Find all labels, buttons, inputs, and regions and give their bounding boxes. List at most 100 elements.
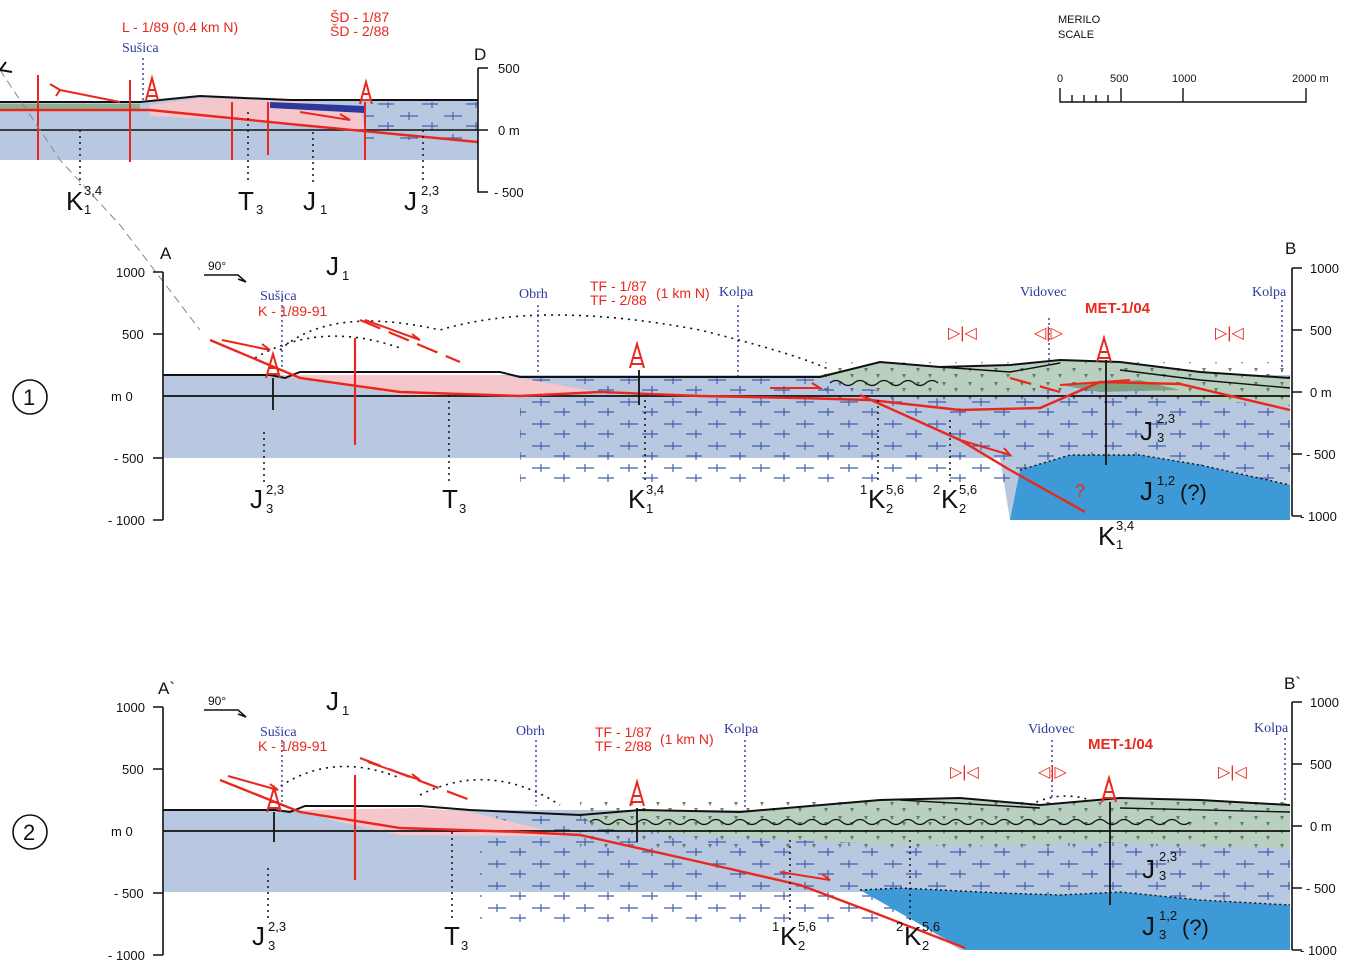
unit-label-k2-56-first: 1 K 5,6 2 bbox=[772, 919, 816, 953]
svg-text:2: 2 bbox=[886, 501, 893, 516]
s1-deep-unit bbox=[1010, 455, 1290, 520]
unit-label-k1-34-right: K 3,4 1 bbox=[1098, 518, 1134, 552]
s1-right-axis-1000: 1000 bbox=[1310, 261, 1339, 276]
s1-well-tf2: TF - 2/88 bbox=[590, 292, 647, 308]
top-well-sd2: ŠD - 2/88 bbox=[330, 23, 389, 39]
svg-text:3: 3 bbox=[461, 938, 468, 953]
svg-text:5,6: 5,6 bbox=[959, 482, 977, 497]
svg-text:3: 3 bbox=[256, 202, 263, 217]
s1-place-kolpa: Kolpa bbox=[719, 285, 754, 300]
s2-right-axis-neg1000: - 1000 bbox=[1300, 943, 1337, 958]
section-2: ▷|◁ ◁|▷ ▷|◁ 2 A` B` 90° Sušica K - 1/89-… bbox=[12, 674, 1339, 963]
svg-text:J: J bbox=[1140, 416, 1153, 446]
unit-label-k1-34: K 3,4 1 bbox=[628, 482, 664, 516]
svg-text:K: K bbox=[66, 186, 84, 216]
svg-text:K: K bbox=[904, 921, 922, 951]
unit-label-j3-23-right: J 2,3 3 bbox=[1140, 411, 1175, 446]
s2-well-tf-distance: (1 km N) bbox=[660, 731, 714, 747]
s2-place-kolpa: Kolpa bbox=[724, 722, 759, 737]
svg-text:J: J bbox=[326, 686, 339, 716]
s2-pink-unit bbox=[300, 808, 570, 836]
scale-tick-500: 500 bbox=[1110, 73, 1128, 85]
top-section-dashed-link bbox=[0, 69, 201, 331]
unit-label-k2-56-second: 2 K 5,6 2 bbox=[896, 919, 940, 953]
top-well-sd1: ŠD - 1/87 bbox=[330, 9, 389, 25]
svg-text:T: T bbox=[238, 186, 254, 216]
svg-text:5,6: 5,6 bbox=[798, 919, 816, 934]
svg-text:3: 3 bbox=[266, 501, 273, 516]
anticline-symbol-icon: ◁|▷ bbox=[1034, 325, 1063, 342]
svg-text:3: 3 bbox=[1157, 430, 1164, 445]
s2-well-met-label: MET-1/04 bbox=[1088, 736, 1154, 753]
section-top: D L - 1/89 (0.4 km N) ŠD - 1/87 ŠD - 2/8… bbox=[0, 9, 524, 331]
syncline-symbol-icon: ▷|◁ bbox=[950, 764, 979, 781]
syncline-symbol-icon: ▷|◁ bbox=[1218, 764, 1247, 781]
top-fault-verticals bbox=[37, 75, 366, 162]
svg-text:2,3: 2,3 bbox=[266, 482, 284, 497]
anticline-symbol-icon: ◁|▷ bbox=[1038, 764, 1067, 781]
unit-label-k2-56-second: 2 K 5,6 2 bbox=[933, 482, 977, 516]
s2-place-lines bbox=[281, 738, 1286, 810]
top-fault-arrows bbox=[49, 83, 351, 121]
svg-text:3: 3 bbox=[268, 938, 275, 953]
svg-text:(?): (?) bbox=[1182, 915, 1209, 940]
svg-text:K: K bbox=[1098, 521, 1116, 551]
s2-left-axis-0: m 0 bbox=[111, 824, 133, 839]
svg-text:2: 2 bbox=[922, 938, 929, 953]
svg-text:1: 1 bbox=[1116, 537, 1123, 552]
s2-well-tf1: TF - 1/87 bbox=[595, 724, 652, 740]
s2-left-axis-neg500: - 500 bbox=[114, 886, 144, 901]
s1-left-axis bbox=[153, 271, 164, 521]
svg-text:3: 3 bbox=[421, 202, 428, 217]
s2-end-label: B` bbox=[1284, 674, 1301, 693]
unit-label-j3-23: J 2,3 3 bbox=[250, 482, 284, 516]
top-place-sushica: Sušica bbox=[122, 41, 159, 56]
svg-text:3: 3 bbox=[1159, 868, 1166, 883]
arrow-icon bbox=[227, 761, 831, 881]
section-2-number: 2 bbox=[23, 820, 35, 845]
unit-label-j3-23: J 2,3 3 bbox=[404, 183, 439, 217]
s1-right-axis-500: 500 bbox=[1310, 323, 1332, 338]
svg-text:2,3: 2,3 bbox=[421, 183, 439, 198]
s1-left-axis-0: m 0 bbox=[111, 389, 133, 404]
s1-question-mark: ? bbox=[1075, 481, 1085, 501]
derrick-icon bbox=[145, 74, 159, 101]
s2-dotted-anticline bbox=[274, 765, 561, 806]
top-well-l: L - 1/89 (0.4 km N) bbox=[122, 19, 238, 35]
top-axis-neg500: - 500 bbox=[494, 185, 524, 200]
derrick-icon bbox=[359, 78, 373, 105]
svg-text:J: J bbox=[1140, 476, 1153, 506]
svg-text:T: T bbox=[444, 921, 460, 951]
svg-text:1: 1 bbox=[342, 703, 349, 718]
svg-text:2,3: 2,3 bbox=[1159, 849, 1177, 864]
svg-text:J: J bbox=[250, 484, 263, 514]
s1-place-kolpa-right: Kolpa bbox=[1252, 285, 1287, 300]
s2-wavy-contact bbox=[589, 818, 1191, 826]
derrick-icon bbox=[629, 778, 645, 807]
s2-place-kolpa-right: Kolpa bbox=[1254, 721, 1289, 736]
svg-text:T: T bbox=[442, 484, 458, 514]
scale-bar: MERILO SCALE 0 500 1000 2000 m bbox=[1057, 14, 1329, 103]
svg-text:1: 1 bbox=[342, 268, 349, 283]
s2-right-axis-neg500: - 500 bbox=[1306, 881, 1336, 896]
derrick-icon bbox=[629, 340, 645, 369]
arrow-icon bbox=[204, 709, 247, 718]
syncline-symbol-icon: ▷|◁ bbox=[948, 325, 977, 342]
svg-text:K: K bbox=[780, 921, 798, 951]
s2-well-k-label: K - 1/89-91 bbox=[258, 738, 327, 754]
s1-left-axis-500: 500 bbox=[122, 327, 144, 342]
svg-text:1: 1 bbox=[320, 202, 327, 217]
svg-text:3,4: 3,4 bbox=[1116, 518, 1134, 533]
s2-place-vidovec: Vidovec bbox=[1028, 722, 1075, 737]
unit-label-k1-34: K 3,4 1 bbox=[66, 183, 102, 217]
s1-right-axis-neg500: - 500 bbox=[1306, 447, 1336, 462]
svg-text:1: 1 bbox=[646, 501, 653, 516]
scale-line bbox=[1059, 88, 1307, 103]
s1-well-met-label: MET-1/04 bbox=[1085, 300, 1151, 317]
s1-wavy-contact bbox=[829, 379, 939, 387]
top-surface bbox=[0, 94, 478, 103]
svg-text:J: J bbox=[1142, 854, 1155, 884]
s1-well-tf-distance: (1 km N) bbox=[656, 285, 710, 301]
s1-left-axis-neg500: - 500 bbox=[114, 451, 144, 466]
